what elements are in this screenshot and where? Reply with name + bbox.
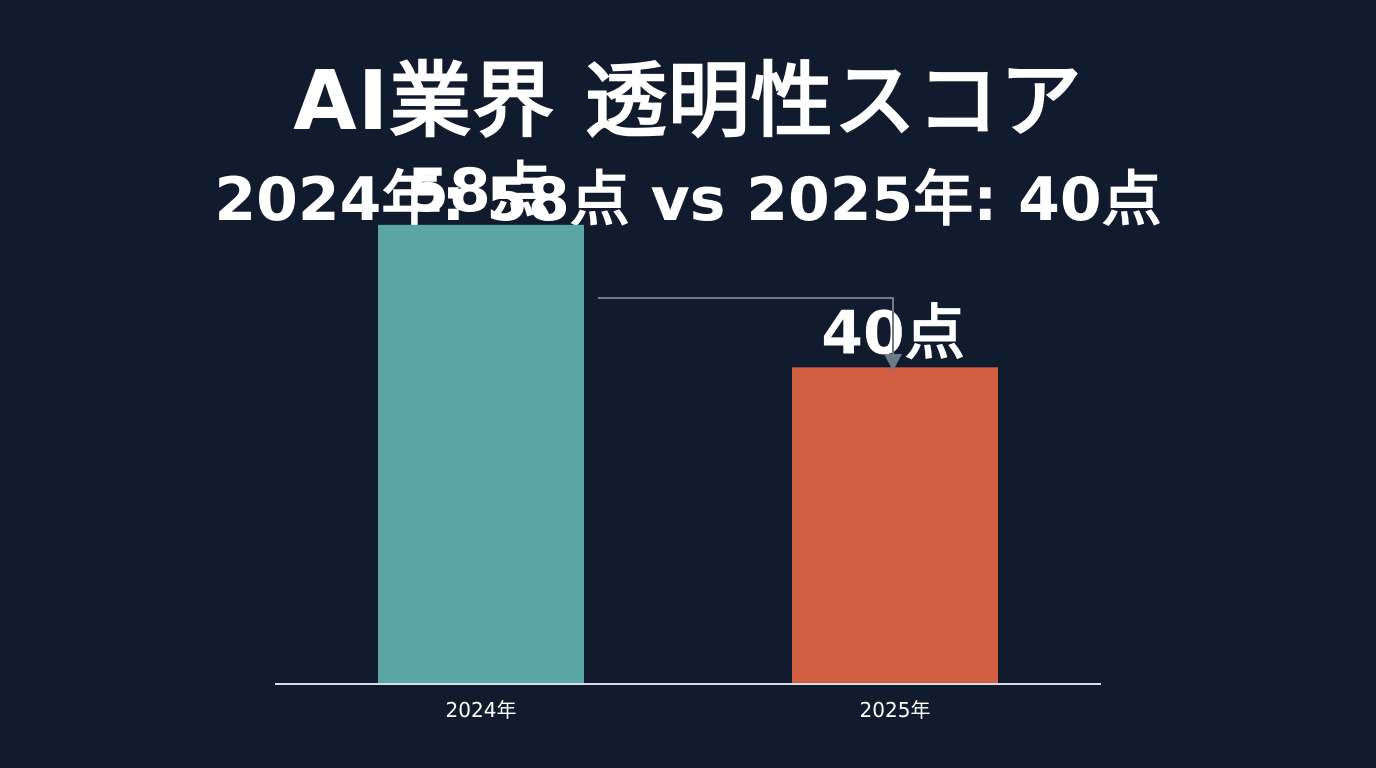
trend-arrow-line xyxy=(598,297,894,356)
bar-1 xyxy=(792,367,998,684)
chart-subtitle: 2024年: 58点 vs 2025年: 40点 xyxy=(214,165,1162,235)
x-tick-label-0: 2024年 xyxy=(446,698,517,722)
x-tick-label-1: 2025年 xyxy=(860,698,931,722)
bar-0 xyxy=(378,224,584,685)
data-label-0: 58点 xyxy=(407,156,551,226)
trend-arrow-head xyxy=(884,354,902,371)
chart-title: AI業界 透明性スコア xyxy=(293,54,1083,149)
